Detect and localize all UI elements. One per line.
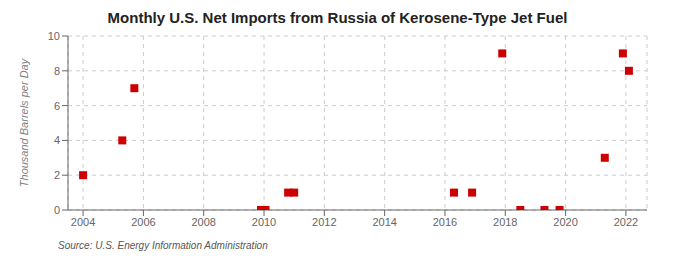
svg-text:2016: 2016 bbox=[433, 216, 457, 228]
svg-text:4: 4 bbox=[54, 134, 60, 146]
svg-text:2: 2 bbox=[54, 169, 60, 181]
svg-text:2020: 2020 bbox=[553, 216, 577, 228]
html-text:Monthly U.S. Net Imports from: Monthly U.S. Net Imports from Russia of … bbox=[107, 9, 568, 26]
svg-text:2004: 2004 bbox=[71, 216, 95, 228]
svg-text:10: 10 bbox=[48, 30, 60, 42]
svg-text:8: 8 bbox=[54, 65, 60, 77]
svg-text:2022: 2022 bbox=[614, 216, 638, 228]
svg-text:6: 6 bbox=[54, 100, 60, 112]
html-text:Source: U.S. Energy Informatio: Source: U.S. Energy Information Administ… bbox=[58, 240, 268, 251]
svg-text:Thousand Barrels per Day: Thousand Barrels per Day bbox=[18, 57, 30, 187]
svg-text:0: 0 bbox=[54, 204, 60, 216]
svg-text:2010: 2010 bbox=[252, 216, 276, 228]
svg-text:2008: 2008 bbox=[191, 216, 215, 228]
svg-text:2006: 2006 bbox=[131, 216, 155, 228]
svg-text:2012: 2012 bbox=[312, 216, 336, 228]
svg-text:2014: 2014 bbox=[372, 216, 396, 228]
svg-text:2018: 2018 bbox=[493, 216, 517, 228]
